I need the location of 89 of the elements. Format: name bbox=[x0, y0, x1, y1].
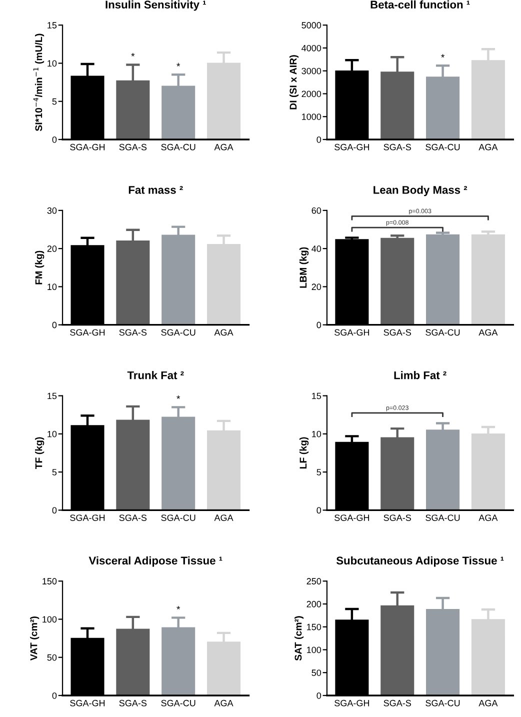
y-axis-title: LF (kg) bbox=[299, 437, 309, 469]
y-tick-label: 0 bbox=[316, 692, 322, 699]
y-tick-label: 0 bbox=[52, 322, 57, 328]
x-tick-label: SGA-S bbox=[119, 144, 147, 150]
y-tick-label: 250 bbox=[306, 578, 322, 584]
x-tick-label: AGA bbox=[214, 514, 234, 521]
y-tick-label: 10 bbox=[48, 430, 57, 438]
y-tick-label: 60 bbox=[312, 207, 322, 214]
annotation: * bbox=[131, 53, 135, 56]
y-tick-label: 0 bbox=[52, 692, 57, 699]
y-tick-label: 5 bbox=[316, 469, 322, 476]
y-tick-label: 15 bbox=[48, 392, 57, 400]
x-tick-label: SGA-CU bbox=[161, 144, 196, 150]
x-tick-label: SGA-GH bbox=[334, 700, 370, 706]
chart-title: Visceral Adipose Tissue ¹ bbox=[88, 556, 222, 567]
x-tick-label: SGA-CU bbox=[426, 514, 460, 521]
x-tick-label: SGA-GH bbox=[70, 329, 105, 336]
y-tick-label: 100 bbox=[42, 616, 57, 623]
chart-title: Limb Fat ² bbox=[394, 371, 446, 380]
chart-title: Subcutaneous Adipose Tissue ¹ bbox=[336, 556, 504, 567]
y-axis-title: DI (SI x AIR) bbox=[289, 55, 299, 110]
y-tick-label: 0 bbox=[316, 136, 322, 143]
y-axis-title: SAT (cm²) bbox=[294, 616, 304, 661]
x-tick-label: SGA-CU bbox=[161, 700, 196, 706]
chart-title: Lean Body Mass ² bbox=[374, 186, 468, 196]
chart-title: Trunk Fat ² bbox=[127, 371, 184, 380]
y-tick-label: 0 bbox=[52, 136, 57, 143]
x-tick-label: SGA-GH bbox=[70, 514, 105, 521]
y-tick-label: 0 bbox=[316, 507, 322, 514]
x-tick-label: AGA bbox=[214, 144, 234, 150]
x-tick-label: SGA-GH bbox=[70, 700, 105, 706]
y-tick-label: 1000 bbox=[302, 114, 322, 120]
x-tick-label: SGA-S bbox=[119, 700, 147, 706]
y-tick-label: 2000 bbox=[302, 90, 322, 98]
x-tick-label: SGA-CU bbox=[426, 329, 460, 336]
x-tick-label: AGA bbox=[214, 700, 234, 706]
x-tick-label: AGA bbox=[214, 329, 234, 336]
chart-title: Beta-cell function ¹ bbox=[370, 0, 470, 9]
x-tick-label: SGA-CU bbox=[161, 514, 196, 521]
x-tick-label: SGA-CU bbox=[426, 144, 460, 150]
x-tick-label: SGA-GH bbox=[334, 144, 370, 150]
chart-title: Fat mass ² bbox=[128, 186, 183, 194]
y-tick-label: 15 bbox=[48, 22, 57, 28]
y-tick-label: 30 bbox=[47, 207, 57, 214]
y-tick-label: 150 bbox=[42, 578, 57, 584]
y-tick-label: 5000 bbox=[302, 22, 322, 28]
y-axis-title: FM (kg) bbox=[35, 250, 44, 284]
x-tick-label: SGA-GH bbox=[334, 514, 370, 521]
y-axis-title: LBM (kg) bbox=[299, 247, 309, 288]
y-axis-title: VAT (cm²) bbox=[30, 616, 40, 660]
y-tick-label: 40 bbox=[312, 246, 322, 252]
y-tick-label: 10 bbox=[48, 284, 57, 290]
x-tick-label: SGA-GH bbox=[70, 144, 105, 150]
y-tick-label: 100 bbox=[307, 646, 322, 654]
y-tick-label: 0 bbox=[52, 507, 57, 514]
x-tick-label: SGA-S bbox=[384, 700, 411, 706]
x-tick-label: SGA-S bbox=[119, 514, 147, 521]
x-tick-label: AGA bbox=[478, 144, 498, 150]
y-tick-label: 5 bbox=[52, 469, 57, 476]
y-tick-label: 20 bbox=[47, 246, 57, 252]
annotation: * bbox=[176, 395, 180, 399]
y-tick-label: 10 bbox=[48, 60, 57, 67]
annotation: * bbox=[176, 62, 180, 66]
y-tick-label: 4000 bbox=[302, 44, 322, 52]
x-tick-label: SGA-GH bbox=[334, 329, 370, 336]
x-tick-label: SGA-S bbox=[119, 329, 147, 336]
y-tick-label: 150 bbox=[307, 624, 322, 630]
x-tick-label: SGA-CU bbox=[426, 700, 460, 706]
x-tick-label: SGA-S bbox=[384, 144, 411, 150]
y-tick-label: 15 bbox=[312, 392, 322, 400]
annotation: * bbox=[176, 606, 180, 610]
y-tick-label: 50 bbox=[47, 654, 57, 661]
y-axis-title: SI*10$^{−4}$/min$^{−1}$ (mU/L) bbox=[33, 34, 44, 132]
y-tick-label: 20 bbox=[312, 284, 322, 290]
chart-title: Insulin Sensitivity ¹ bbox=[106, 0, 206, 11]
x-tick-label: SGA-CU bbox=[161, 329, 196, 336]
y-axis-title: TF (kg) bbox=[35, 437, 44, 470]
x-tick-label: AGA bbox=[478, 514, 498, 521]
y-tick-label: 5 bbox=[52, 98, 57, 105]
x-tick-label: AGA bbox=[478, 329, 498, 336]
x-tick-label: SGA-S bbox=[384, 514, 411, 521]
x-tick-label: SGA-S bbox=[384, 329, 411, 336]
annotation: * bbox=[441, 54, 445, 58]
y-tick-label: 10 bbox=[312, 430, 322, 438]
x-tick-label: AGA bbox=[478, 700, 498, 706]
y-tick-label: 0 bbox=[316, 322, 322, 328]
y-tick-label: 50 bbox=[312, 670, 322, 676]
y-tick-label: 200 bbox=[306, 600, 322, 608]
y-tick-label: 3000 bbox=[302, 68, 322, 74]
